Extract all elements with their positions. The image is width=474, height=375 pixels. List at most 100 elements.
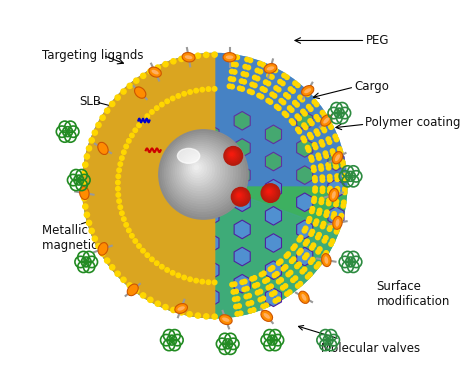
Circle shape: [141, 73, 146, 78]
Circle shape: [284, 113, 289, 117]
Ellipse shape: [149, 67, 161, 77]
Circle shape: [175, 147, 225, 196]
Circle shape: [303, 242, 308, 246]
Circle shape: [96, 122, 101, 128]
Ellipse shape: [267, 66, 274, 70]
Circle shape: [343, 177, 347, 181]
Circle shape: [312, 142, 317, 147]
Polygon shape: [234, 274, 250, 293]
Circle shape: [238, 194, 240, 196]
Circle shape: [282, 73, 286, 78]
Circle shape: [116, 180, 120, 185]
Circle shape: [316, 250, 320, 254]
Circle shape: [179, 310, 184, 315]
Circle shape: [328, 186, 332, 191]
Circle shape: [316, 153, 320, 158]
Circle shape: [291, 121, 295, 125]
Circle shape: [230, 62, 235, 66]
Circle shape: [292, 100, 297, 105]
Circle shape: [306, 148, 311, 152]
Circle shape: [232, 282, 237, 286]
Circle shape: [86, 146, 91, 151]
Circle shape: [274, 86, 278, 90]
Circle shape: [109, 101, 115, 106]
Circle shape: [320, 178, 325, 182]
Circle shape: [119, 156, 124, 160]
Circle shape: [319, 140, 324, 144]
Circle shape: [342, 200, 346, 205]
Circle shape: [212, 280, 217, 285]
Circle shape: [232, 188, 248, 205]
Circle shape: [124, 223, 128, 227]
Circle shape: [299, 235, 303, 240]
Circle shape: [245, 57, 249, 62]
Ellipse shape: [261, 310, 273, 321]
Circle shape: [242, 80, 246, 84]
Circle shape: [327, 201, 331, 206]
Circle shape: [307, 216, 312, 221]
Circle shape: [260, 87, 264, 91]
Circle shape: [117, 199, 121, 203]
Ellipse shape: [80, 187, 89, 200]
Circle shape: [319, 167, 324, 171]
Circle shape: [319, 197, 324, 202]
Polygon shape: [234, 166, 250, 184]
Circle shape: [313, 145, 318, 150]
Circle shape: [327, 227, 332, 231]
Circle shape: [231, 77, 236, 82]
Circle shape: [338, 150, 343, 154]
Ellipse shape: [299, 291, 309, 303]
Circle shape: [276, 261, 281, 265]
Ellipse shape: [152, 70, 159, 75]
Circle shape: [317, 211, 321, 216]
Circle shape: [121, 89, 126, 94]
Circle shape: [295, 284, 300, 288]
Circle shape: [247, 294, 251, 298]
Circle shape: [82, 204, 88, 209]
Ellipse shape: [332, 152, 343, 164]
Circle shape: [258, 61, 262, 66]
Circle shape: [234, 190, 246, 202]
Circle shape: [296, 127, 300, 132]
Circle shape: [183, 154, 214, 185]
Circle shape: [263, 88, 267, 92]
Ellipse shape: [219, 315, 232, 324]
Circle shape: [303, 125, 308, 130]
Circle shape: [84, 154, 90, 159]
Circle shape: [137, 123, 141, 128]
Circle shape: [266, 285, 271, 290]
Circle shape: [283, 111, 287, 116]
Circle shape: [290, 259, 294, 264]
Circle shape: [228, 150, 237, 160]
Circle shape: [317, 156, 321, 160]
Circle shape: [273, 298, 278, 303]
Polygon shape: [265, 152, 282, 171]
Circle shape: [179, 150, 219, 190]
Circle shape: [109, 265, 115, 270]
Polygon shape: [265, 234, 282, 252]
Circle shape: [288, 87, 293, 91]
Circle shape: [261, 63, 265, 67]
Circle shape: [100, 115, 105, 120]
Polygon shape: [265, 261, 282, 279]
Circle shape: [235, 55, 239, 60]
Circle shape: [283, 284, 288, 288]
Circle shape: [188, 277, 192, 282]
Circle shape: [285, 75, 289, 80]
Circle shape: [303, 226, 308, 231]
Circle shape: [297, 262, 301, 267]
Circle shape: [232, 54, 236, 59]
Circle shape: [81, 179, 86, 184]
Circle shape: [249, 301, 254, 305]
Circle shape: [309, 107, 313, 111]
Circle shape: [342, 173, 347, 178]
Circle shape: [305, 239, 310, 244]
Circle shape: [150, 257, 154, 262]
Circle shape: [292, 257, 296, 261]
Circle shape: [327, 140, 332, 144]
Circle shape: [321, 221, 326, 226]
Circle shape: [332, 212, 337, 216]
Circle shape: [328, 224, 333, 228]
Circle shape: [145, 253, 150, 257]
Circle shape: [283, 93, 288, 97]
